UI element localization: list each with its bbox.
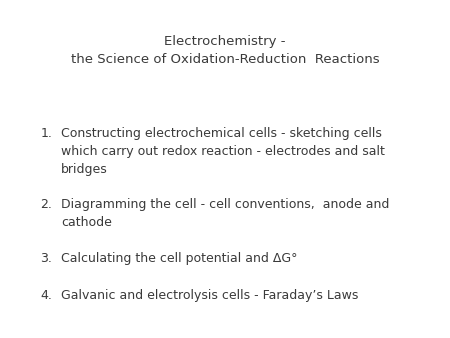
Text: 2.: 2. [40,198,52,211]
Text: Calculating the cell potential and ΔG°: Calculating the cell potential and ΔG° [61,252,297,265]
Text: Constructing electrochemical cells - sketching cells
which carry out redox react: Constructing electrochemical cells - ske… [61,127,385,176]
Text: 3.: 3. [40,252,52,265]
Text: 4.: 4. [40,289,52,302]
Text: Diagramming the cell - cell conventions,  anode and
cathode: Diagramming the cell - cell conventions,… [61,198,389,229]
Text: 1.: 1. [40,127,52,140]
Text: Galvanic and electrolysis cells - Faraday’s Laws: Galvanic and electrolysis cells - Farada… [61,289,358,302]
Text: Electrochemistry -
the Science of Oxidation-Reduction  Reactions: Electrochemistry - the Science of Oxidat… [71,35,379,67]
